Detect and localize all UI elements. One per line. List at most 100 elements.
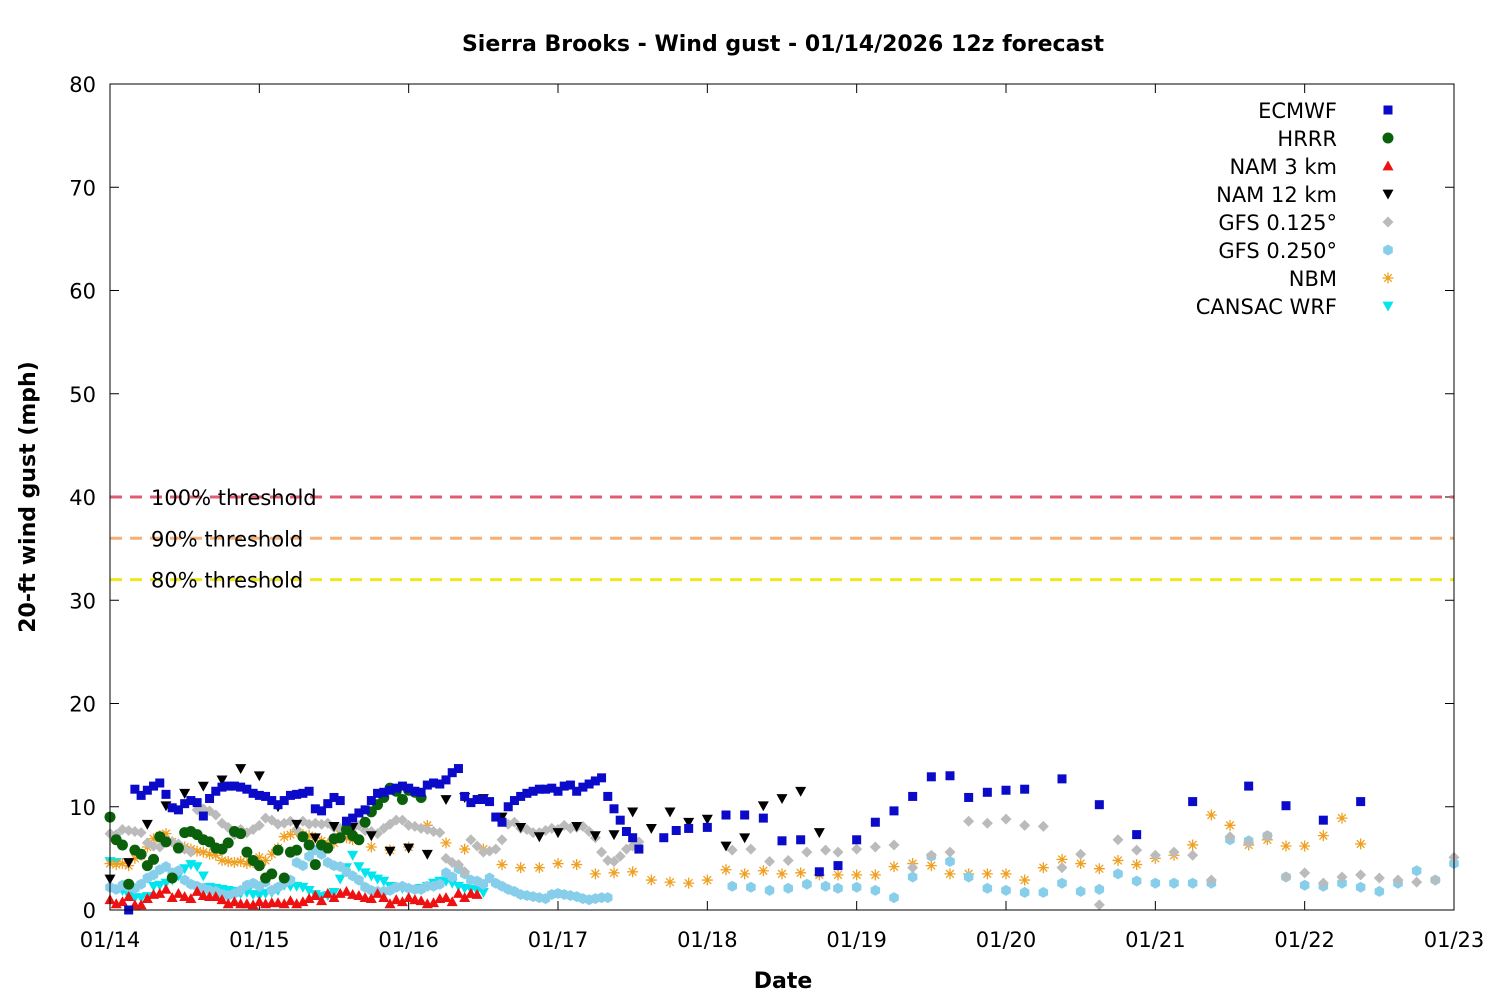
point-hrrr	[253, 860, 265, 872]
y-tick-label: 40	[69, 486, 96, 510]
point-gfs-0-250	[802, 878, 812, 890]
point-ecmwf	[254, 790, 264, 800]
point-hrrr	[266, 868, 278, 880]
threshold-label: 100% threshold	[151, 486, 317, 510]
point-nbm	[1187, 839, 1199, 851]
point-gfs-0-125	[396, 814, 408, 826]
x-tick-label: 01/15	[229, 928, 290, 952]
point-nam-3-km	[247, 899, 259, 910]
point-ecmwf	[267, 796, 277, 806]
point-cansac-wrf	[365, 871, 377, 882]
point-ecmwf	[466, 798, 476, 808]
point-hrrr	[291, 844, 303, 856]
point-ecmwf	[205, 793, 215, 803]
point-gfs-0-250	[1299, 879, 1310, 891]
point-gfs-0-125	[1205, 874, 1217, 886]
point-nam-12-km	[739, 833, 751, 844]
y-axis-title: 20-ft wind gust (mph)	[16, 361, 41, 633]
point-nbm	[701, 874, 713, 886]
point-ecmwf	[982, 787, 992, 797]
point-gfs-0-125	[596, 846, 608, 858]
point-gfs-0-125	[1299, 867, 1311, 879]
point-ecmwf	[404, 783, 414, 793]
point-ecmwf	[889, 806, 899, 816]
point-nam-12-km	[123, 858, 135, 869]
point-ecmwf	[833, 861, 843, 871]
point-ecmwf	[373, 788, 383, 798]
point-ecmwf	[503, 802, 513, 812]
point-nam-3-km	[141, 893, 153, 904]
point-ecmwf	[777, 836, 787, 846]
point-ecmwf	[149, 781, 159, 791]
point-nam-12-km	[328, 821, 340, 832]
point-ecmwf	[814, 867, 824, 877]
legend-marker-ecmwf	[1383, 105, 1393, 115]
point-nbm	[1205, 809, 1217, 821]
point-ecmwf	[391, 783, 401, 793]
point-cansac-wrf	[303, 885, 315, 896]
point-ecmwf	[485, 797, 495, 807]
point-nam-12-km	[216, 775, 228, 786]
point-nam-3-km	[440, 892, 452, 903]
point-gfs-0-125	[1019, 819, 1031, 831]
point-hrrr	[148, 853, 160, 865]
point-nam-3-km	[372, 887, 384, 898]
point-gfs-0-250	[963, 871, 974, 883]
point-nam-3-km	[179, 891, 191, 901]
point-gfs-0-250	[1169, 877, 1179, 889]
point-gfs-0-125	[745, 843, 757, 855]
point-nam-12-km	[533, 832, 545, 843]
threshold-label: 90% threshold	[151, 527, 303, 551]
point-ecmwf	[136, 790, 146, 800]
point-gfs-0-125	[1280, 871, 1292, 883]
point-gfs-0-125	[1355, 869, 1367, 881]
point-ecmwf	[590, 776, 600, 786]
x-axis-ticks: 01/14 01/15 01/16 01/17 01/18 01/19 01/20 01/21…	[80, 84, 1484, 952]
x-tick-label: 01/21	[1125, 928, 1186, 952]
point-ecmwf	[323, 799, 333, 809]
point-ecmwf	[1188, 797, 1198, 807]
point-nam-3-km	[390, 894, 402, 905]
point-ecmwf	[161, 789, 171, 799]
point-nam-12-km	[515, 823, 527, 833]
point-hrrr	[278, 872, 290, 884]
point-gfs-0-125	[925, 849, 937, 861]
point-hrrr	[172, 842, 184, 854]
point-gfs-0-125	[801, 846, 813, 858]
point-gfs-0-125	[1392, 874, 1404, 886]
point-nbm	[645, 874, 657, 886]
point-ecmwf	[317, 806, 327, 816]
point-gfs-0-250	[1374, 885, 1385, 897]
point-nam-3-km	[459, 892, 471, 903]
point-ecmwf	[248, 788, 258, 798]
point-gfs-0-250	[354, 874, 364, 886]
point-nam-12-km	[757, 801, 769, 812]
point-hrrr	[309, 859, 321, 871]
point-cansac-wrf	[334, 874, 346, 885]
point-ecmwf	[659, 833, 669, 843]
point-ecmwf	[385, 785, 395, 795]
point-gfs-0-125	[820, 844, 832, 856]
point-gfs-0-250	[1038, 886, 1049, 898]
point-ecmwf	[1244, 781, 1254, 791]
point-ecmwf	[1057, 774, 1067, 784]
point-ecmwf	[796, 835, 806, 845]
x-tick-label: 01/14	[80, 928, 141, 952]
point-ecmwf	[852, 835, 862, 845]
point-ecmwf	[366, 796, 376, 806]
point-nbm	[1317, 830, 1329, 842]
point-ecmwf	[397, 781, 407, 791]
point-nbm	[1336, 812, 1348, 824]
point-nbm	[1093, 863, 1105, 875]
point-nbm	[776, 868, 788, 880]
point-cansac-wrf	[347, 850, 359, 861]
point-nbm	[222, 855, 234, 867]
point-gfs-0-250	[1019, 886, 1030, 898]
point-gfs-0-125	[253, 819, 265, 831]
point-nam-3-km	[471, 889, 483, 899]
point-ecmwf	[534, 784, 544, 794]
point-cansac-wrf	[297, 882, 309, 893]
point-nbm	[627, 866, 639, 878]
threshold-label: 80% threshold	[151, 569, 303, 593]
point-ecmwf	[167, 803, 177, 813]
